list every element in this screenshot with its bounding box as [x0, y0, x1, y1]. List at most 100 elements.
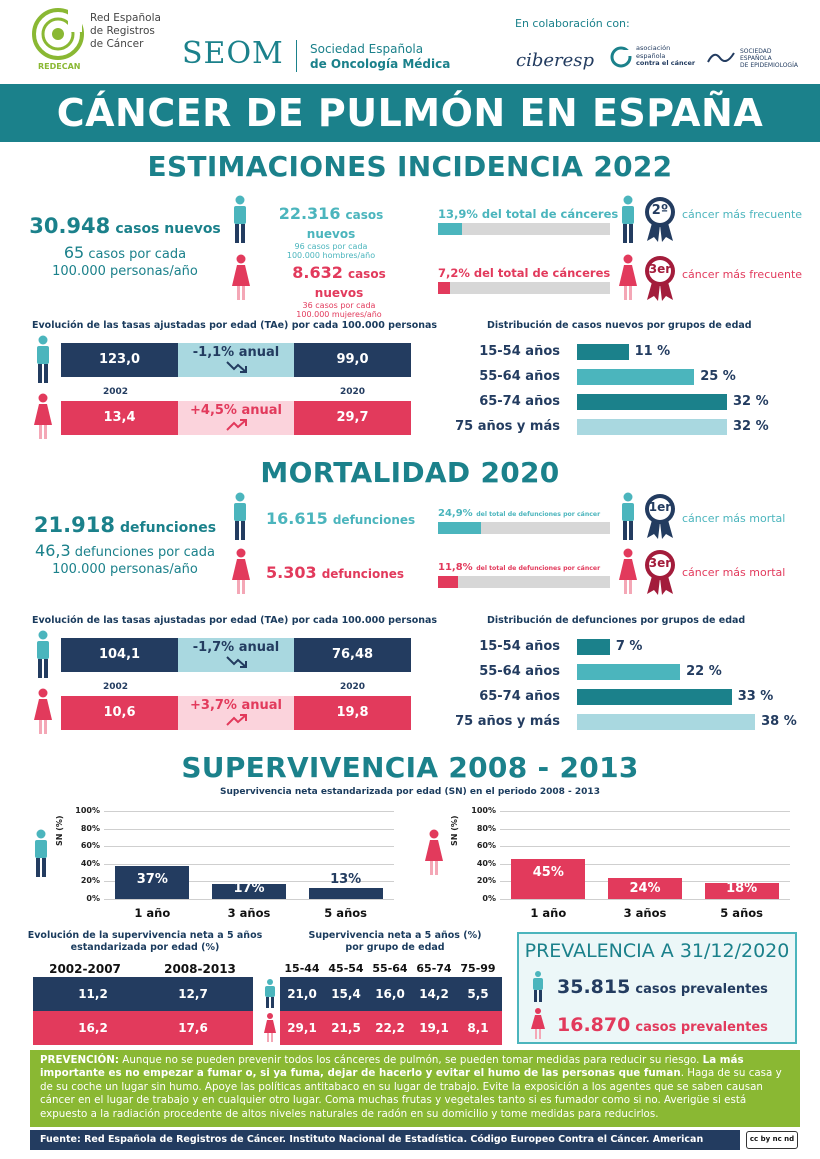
- female-icon: [34, 688, 52, 734]
- trend-change: +4,5% anual: [178, 401, 294, 435]
- female-icon: [619, 548, 637, 594]
- prevencion-bold: La más importante es no empezar a fumar …: [40, 1054, 744, 1080]
- age-group-label: 55-64 años: [479, 664, 560, 679]
- trend-end-value: 19,8: [294, 696, 411, 730]
- grp-cell: 15,4: [331, 987, 361, 1001]
- age-group-bar: [577, 689, 732, 705]
- trend-end-value: 76,48: [294, 638, 411, 672]
- evol-col-header: 2008-2013: [164, 962, 236, 976]
- age-group-pct: 38 %: [761, 714, 797, 729]
- incidencia-total: 30.948 casos nuevos: [20, 214, 230, 238]
- incidencia-men-share-bar: [438, 223, 610, 235]
- grp-table-title: Supervivencia neta a 5 años (%) por grup…: [290, 930, 500, 954]
- survival-bar-label: 17%: [233, 881, 265, 896]
- trend-end-value: 99,0: [294, 343, 411, 377]
- incidencia-women-share-label: 7,2% del total de cánceres: [438, 266, 611, 280]
- grp-col-header: 65-74: [416, 962, 452, 975]
- incidencia-title: ESTIMACIONES INCIDENCIA 2022: [147, 150, 673, 183]
- grp-cell: 21,0: [287, 987, 317, 1001]
- header-logos: REDECAN Red Española de Registros de Cán…: [0, 0, 820, 82]
- mortalidad-men-trend: 104,1 -1,7% anual 76,48: [61, 638, 411, 672]
- incidencia-women-rank-label: cáncer más frecuente: [682, 268, 803, 281]
- grp-col-header: 45-54: [328, 962, 364, 975]
- evol-cell: 12,7: [178, 987, 208, 1001]
- year-label: 2002: [103, 387, 129, 397]
- incidencia-women-rate2: 100.000 mujeres/año: [296, 310, 382, 319]
- rank-medal-icon: 2º: [643, 195, 677, 243]
- see-name: SOCIEDAD ESPAÑOLA DE EPIDEMIOLOGÍA: [740, 48, 798, 69]
- age-group-pct: 11 %: [634, 344, 671, 359]
- age-group-label: 15-54 años: [479, 344, 560, 359]
- seom-logo: SEOM: [182, 36, 284, 71]
- prevencion-lead: PREVENCIÓN:: [40, 1054, 120, 1066]
- evol-title-line: Evolución de la supervivencia neta a 5 a…: [27, 930, 263, 941]
- gridline: [500, 811, 790, 812]
- incidencia-men-trend: 123,0 -1,1% anual 99,0: [61, 343, 411, 377]
- x-tick-label: 3 años: [623, 906, 667, 920]
- rank-text: 3er: [648, 262, 672, 276]
- age-group-label: 65-74 años: [479, 394, 560, 409]
- mortalidad-rate-label: defunciones por cada: [74, 545, 215, 560]
- grp-cell: 8,1: [467, 1021, 489, 1035]
- y-tick-label: 80%: [476, 823, 496, 833]
- age-group-pct: 32 %: [733, 394, 769, 409]
- y-tick-label: 60%: [80, 841, 100, 851]
- ciberesp-logo: ciberesp: [516, 50, 595, 71]
- survival-bar-label: 45%: [532, 865, 564, 881]
- seom-divider: [296, 40, 297, 72]
- mortalidad-total: 21.918 defunciones: [20, 513, 230, 537]
- age-group-bar: [577, 369, 695, 385]
- incidencia-men-rate1: 96 casos por cada: [294, 242, 368, 251]
- grp-cell: 16,0: [375, 987, 405, 1001]
- gridline: [104, 846, 394, 848]
- trend-down-icon: [226, 656, 247, 668]
- grp-cell: 22,2: [375, 1021, 405, 1035]
- redecan-logo-icon: [32, 8, 84, 60]
- share-pct: 24,9%: [438, 508, 473, 519]
- bar-fill: [438, 282, 451, 294]
- survival-bar: [308, 887, 383, 899]
- prevalencia-women-num: 16.870: [557, 1014, 631, 1036]
- gridline: [500, 846, 790, 848]
- female-icon: [34, 393, 52, 439]
- chart-ylabel: SN (%): [450, 815, 459, 846]
- trend-start-value: 123,0: [61, 343, 178, 377]
- trend-up-icon: [226, 419, 247, 431]
- prevalencia-men: 35.815 casos prevalentes: [557, 976, 768, 998]
- incidencia-trend-title: Evolución de las tasas ajustadas por eda…: [32, 320, 438, 331]
- mortalidad-women-num: 5.303: [266, 563, 317, 582]
- evol-row-women: 16,2 17,6: [33, 1011, 253, 1045]
- supervivencia-subtitle: Supervivencia neta estandarizada por eda…: [220, 787, 600, 797]
- male-icon: [622, 492, 634, 540]
- age-group-bar: [577, 419, 727, 435]
- trend-down-icon: [226, 361, 247, 373]
- see-line: SOCIEDAD: [740, 48, 772, 55]
- survival-chart-men: 100% 80% 60% 40% 20% 0% 37% 1 año 17% 3 años 13% 5 …: [64, 805, 404, 925]
- mortalidad-men-share-bar: [438, 522, 610, 534]
- survival-bar: [608, 877, 682, 899]
- evol-table-title: Evolución de la supervivencia neta a 5 a…: [20, 930, 270, 954]
- bar-fill: [438, 522, 481, 534]
- incidencia-men: 22.316 casos nuevos 96 casos por cada 10…: [266, 204, 396, 260]
- seom-sub2: de Oncología Médica: [310, 57, 451, 71]
- year-label: 2020: [340, 682, 366, 692]
- redecan-line: de Registros: [90, 25, 155, 37]
- share-text: del total de defunciones por cáncer: [476, 511, 601, 518]
- female-icon: [232, 548, 250, 594]
- female-icon: [232, 254, 250, 300]
- supervivencia-title: SUPERVIVENCIA 2008 - 2013: [181, 751, 639, 784]
- y-tick-label: 0%: [482, 894, 496, 903]
- prevalencia-title: PREVALENCIA A 31/12/2020: [524, 940, 790, 962]
- age-group-bar: [577, 344, 629, 360]
- see-line: ESPAÑOLA: [740, 55, 772, 62]
- mortalidad-trend-title: Evolución de las tasas ajustadas por eda…: [32, 615, 438, 626]
- trend-up-icon: [226, 714, 247, 726]
- age-group-label: 55-64 años: [479, 369, 560, 384]
- evol-cell: 17,6: [178, 1021, 208, 1035]
- aecc-logo-icon: [610, 46, 632, 68]
- y-tick-label: 0%: [86, 894, 100, 903]
- male-icon: [622, 195, 634, 243]
- grp-cell: 21,5: [331, 1021, 361, 1035]
- seom-sub1: Sociedad Española: [310, 42, 424, 56]
- evol-row-men: 11,2 12,7: [33, 977, 253, 1011]
